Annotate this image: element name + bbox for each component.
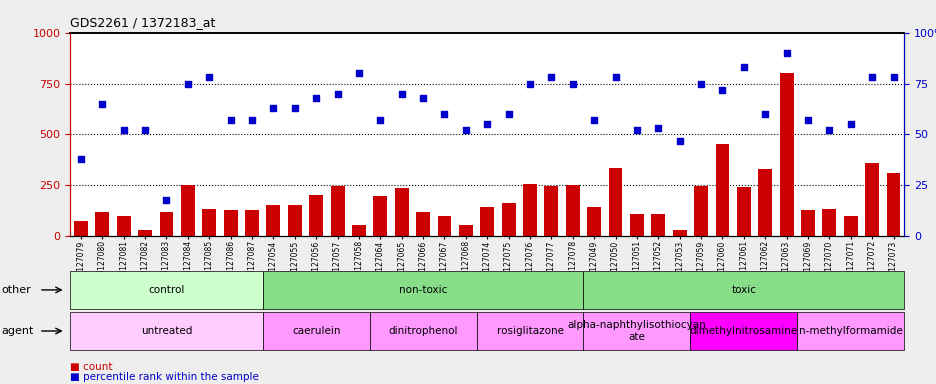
Point xyxy=(287,105,302,111)
Point xyxy=(543,74,558,81)
Bar xyxy=(565,185,579,236)
Bar xyxy=(651,214,665,236)
Point xyxy=(736,64,751,70)
Point xyxy=(394,91,409,97)
Point xyxy=(416,95,431,101)
Point xyxy=(116,127,131,133)
Bar xyxy=(672,230,686,236)
Point xyxy=(329,91,344,97)
Bar xyxy=(138,230,152,236)
Bar xyxy=(181,185,195,236)
Bar xyxy=(800,210,814,236)
Bar xyxy=(544,186,558,236)
Point xyxy=(778,50,793,56)
Bar xyxy=(779,73,793,236)
Point xyxy=(651,125,665,131)
Point xyxy=(138,127,153,133)
Text: agent: agent xyxy=(2,326,35,336)
Text: caerulein: caerulein xyxy=(292,326,340,336)
Bar xyxy=(629,214,643,236)
Text: dimethylnitrosamine: dimethylnitrosamine xyxy=(689,326,797,336)
Bar xyxy=(373,197,387,236)
Bar xyxy=(287,205,301,236)
Point xyxy=(821,127,836,133)
Point xyxy=(181,81,196,87)
Bar xyxy=(416,212,430,236)
Point xyxy=(842,121,857,127)
Point xyxy=(522,81,537,87)
Point xyxy=(586,117,601,123)
Point xyxy=(564,81,579,87)
Bar xyxy=(202,209,216,236)
Bar xyxy=(245,210,258,236)
Bar xyxy=(608,168,622,236)
Point xyxy=(629,127,644,133)
Text: rosiglitazone: rosiglitazone xyxy=(496,326,563,336)
Bar xyxy=(757,169,771,236)
Point xyxy=(266,105,281,111)
Bar xyxy=(522,184,536,236)
Point xyxy=(671,137,686,144)
Text: ■ count: ■ count xyxy=(70,362,112,372)
Point xyxy=(864,74,879,81)
Bar xyxy=(159,212,173,236)
Point xyxy=(201,74,216,81)
Bar xyxy=(822,209,836,236)
Bar xyxy=(95,212,110,236)
Bar xyxy=(352,225,365,236)
Bar xyxy=(885,173,899,236)
Bar xyxy=(330,186,344,236)
Text: n-methylformamide: n-methylformamide xyxy=(798,326,901,336)
Point xyxy=(693,81,708,87)
Point xyxy=(436,111,451,117)
Bar xyxy=(437,216,451,236)
Bar xyxy=(117,216,130,236)
Point xyxy=(373,117,388,123)
Point xyxy=(458,127,473,133)
Text: alpha-naphthylisothiocyan
ate: alpha-naphthylisothiocyan ate xyxy=(567,320,706,342)
Bar xyxy=(843,216,856,236)
Text: untreated: untreated xyxy=(140,326,192,336)
Text: non-toxic: non-toxic xyxy=(399,285,446,295)
Point xyxy=(308,95,323,101)
Point xyxy=(885,74,900,81)
Bar xyxy=(501,203,515,236)
Point xyxy=(799,117,814,123)
Bar xyxy=(715,144,728,236)
Text: dinitrophenol: dinitrophenol xyxy=(388,326,458,336)
Bar xyxy=(74,221,88,236)
Point xyxy=(501,111,516,117)
Point xyxy=(244,117,259,123)
Point xyxy=(757,111,772,117)
Point xyxy=(73,156,88,162)
Text: toxic: toxic xyxy=(731,285,755,295)
Point xyxy=(607,74,622,81)
Bar xyxy=(694,186,708,236)
Point xyxy=(714,86,729,93)
Bar xyxy=(736,187,750,236)
Bar xyxy=(224,210,238,236)
Text: GDS2261 / 1372183_at: GDS2261 / 1372183_at xyxy=(70,16,215,29)
Bar xyxy=(480,207,493,236)
Bar xyxy=(459,225,473,236)
Point xyxy=(479,121,494,127)
Text: ■ percentile rank within the sample: ■ percentile rank within the sample xyxy=(70,372,259,382)
Bar xyxy=(587,207,601,236)
Bar xyxy=(394,188,408,236)
Bar xyxy=(864,163,878,236)
Point xyxy=(95,101,110,107)
Text: control: control xyxy=(148,285,184,295)
Text: other: other xyxy=(2,285,32,295)
Bar xyxy=(309,195,323,236)
Bar xyxy=(266,205,280,236)
Point xyxy=(223,117,238,123)
Point xyxy=(351,70,366,76)
Point xyxy=(159,197,174,203)
